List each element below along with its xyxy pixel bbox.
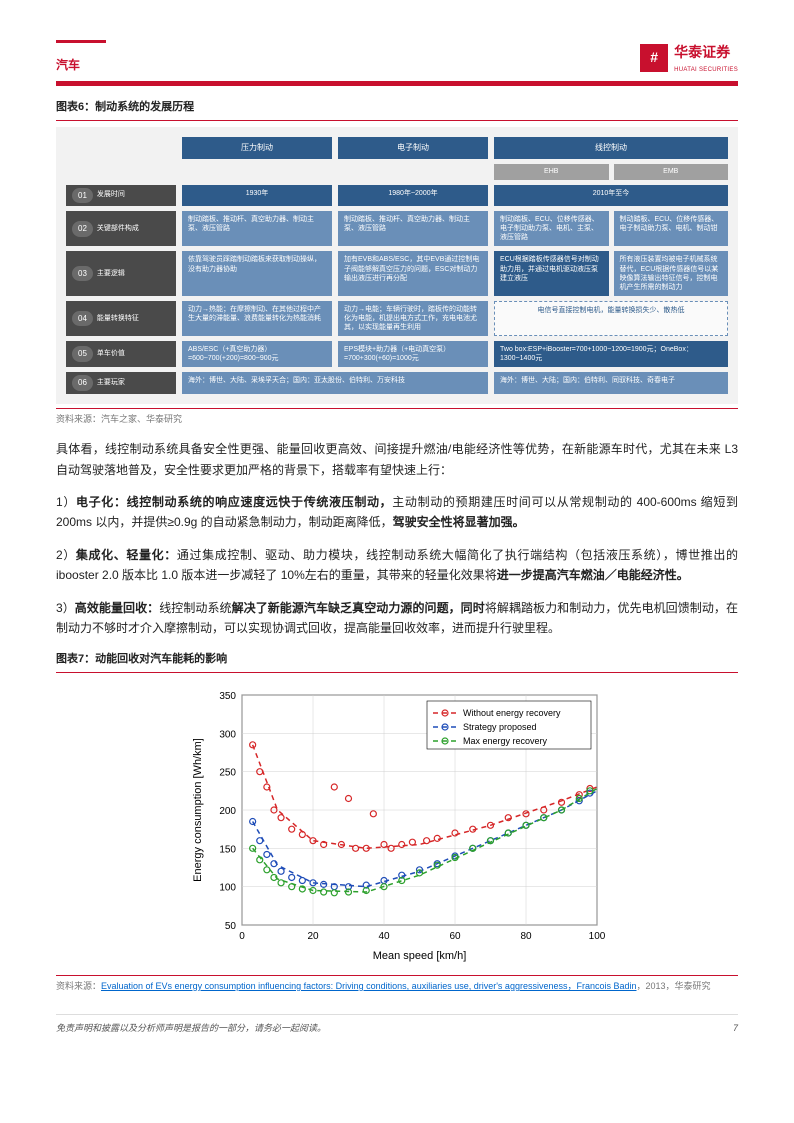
svg-text:Energy consumption [Wh/km]: Energy consumption [Wh/km] <box>192 738 204 882</box>
svg-text:Without energy recovery: Without energy recovery <box>463 708 561 718</box>
logo-cn: 华泰证券 <box>674 41 738 65</box>
table-cell: 1930年 <box>182 185 332 207</box>
fig6-source: 资料来源：汽车之家、华泰研究 <box>56 408 738 427</box>
fig6-sub1: EHB <box>494 164 609 180</box>
table-cell: 加有EVB和ABS/ESC，其中EVB通过控制电子阀能够解真空压力的问题，ESC… <box>338 251 488 295</box>
table-cell: Two box:ESP+iBooster=700+1000~1200=1900元… <box>494 341 728 367</box>
fig7-chart: 0 20 40 60 80 100 50 100 150 200 250 300 350 Mean spe… <box>187 685 607 965</box>
table-cell: 制动踏板、推动杆、真空助力器、制动主泵、液压管路 <box>338 211 488 246</box>
table-cell: 电信号直接控制电机，能量转换损失少、散热低 <box>494 301 728 336</box>
fig6-col2: 电子制动 <box>338 137 488 159</box>
body-p0: 具体看，线控制动系统具备安全性更强、能量回收更高效、间接提升燃油/电能经济性等优… <box>56 439 738 480</box>
table-cell: 所有液压装置均被电子机械系统替代，ECU根据传感器信号以某映像算法输出特征信号，… <box>614 251 729 295</box>
svg-text:Strategy proposed: Strategy proposed <box>463 722 537 732</box>
svg-text:300: 300 <box>219 729 236 740</box>
body-p2: 2）集成化、轻量化：通过集成控制、驱动、助力模块，线控制动系统大幅简化了执行端结… <box>56 545 738 586</box>
svg-text:Max energy recovery: Max energy recovery <box>463 736 548 746</box>
fig6-title: 图表6：制动系统的发展历程 <box>56 98 738 121</box>
svg-text:100: 100 <box>589 931 606 942</box>
header-rule <box>56 81 738 86</box>
body-p1: 1）电子化：线控制动系统的响应速度远快于传统液压制动，主动制动的预期建压时间可以… <box>56 492 738 533</box>
fig6-row1-label: 01发展时间 <box>66 185 176 207</box>
svg-text:0: 0 <box>239 931 245 942</box>
fig6-sub2: EMB <box>614 164 729 180</box>
fig7-source: 资料来源：Evaluation of EVs energy consumptio… <box>56 975 738 994</box>
body-p3: 3）高效能量回收：线控制动系统解决了新能源汽车缺乏真空动力源的问题，同时将解耦踏… <box>56 598 738 639</box>
fig6-row3-label: 03主要逻辑 <box>66 251 176 295</box>
logo-en: HUATAI SECURITIES <box>674 65 738 75</box>
svg-text:50: 50 <box>225 921 237 932</box>
svg-text:Mean speed [km/h]: Mean speed [km/h] <box>373 950 467 962</box>
fig6-table: 压力制动 电子制动 线控制动 EHB EMB 01发展时间 1930年 1980… <box>56 127 738 404</box>
table-cell: 2010年至今 <box>494 185 728 207</box>
fig6-col1: 压力制动 <box>182 137 332 159</box>
svg-text:60: 60 <box>449 931 461 942</box>
table-cell: 制动踏板、ECU、位移传感器、电子制动助力泵、电机、主泵、液压管路 <box>494 211 609 246</box>
svg-text:200: 200 <box>219 806 236 817</box>
svg-text:350: 350 <box>219 691 236 702</box>
table-cell: ABS/ESC（+真空助力器）=600~700(+200)=800~900元 <box>182 341 332 367</box>
fig6-col3: 线控制动 <box>494 137 728 159</box>
fig6-row4-label: 04能量转换特征 <box>66 301 176 336</box>
svg-text:100: 100 <box>219 883 236 894</box>
fig6-row6-label: 06主要玩家 <box>66 372 176 394</box>
logo-icon: # <box>640 44 668 72</box>
svg-text:250: 250 <box>219 768 236 779</box>
footer-disclaimer: 免责声明和披露以及分析师声明是报告的一部分，请务必一起阅读。 <box>56 1021 326 1036</box>
fig6-row2-label: 02关键部件构成 <box>66 211 176 246</box>
logo: # 华泰证券 HUATAI SECURITIES <box>640 41 738 75</box>
table-cell: 1980年~2000年 <box>338 185 488 207</box>
table-cell: 动力→电能；车辆行驶时，踏板传的动能转化为电能，机提出电方式工作，充电电池尤其，… <box>338 301 488 336</box>
fig7-title: 图表7：动能回收对汽车能耗的影响 <box>56 650 738 673</box>
svg-text:80: 80 <box>520 931 532 942</box>
table-cell: 海外：博世、大陆；国内：伯特利、同驭科技、奇春电子 <box>494 372 728 394</box>
svg-text:40: 40 <box>378 931 390 942</box>
table-cell: ECU根据踏板传感器信号对制动助力用，并通过电机驱动液压泵建立液压 <box>494 251 609 295</box>
fig7-source-link[interactable]: Evaluation of EVs energy consumption inf… <box>101 981 636 991</box>
table-cell: 制动踏板、推动杆、真空助力器、制动主泵、液压管路 <box>182 211 332 246</box>
table-cell: 依靠驾驶员踩踏制动踏板来获取制动操纵，没有助力器协助 <box>182 251 332 295</box>
svg-text:20: 20 <box>307 931 319 942</box>
fig6-row5-label: 05单车价值 <box>66 341 176 367</box>
table-cell: EPS模块+助力器（+电动真空泵）=700+300(+60)=1000元 <box>338 341 488 367</box>
page-number: 7 <box>733 1021 738 1036</box>
header-category: 汽车 <box>56 40 106 75</box>
table-cell: 海外：博世、大陆、采埃孚天合；国内：亚太股份、伯特利、万安科技 <box>182 372 488 394</box>
table-cell: 动力→热能；在摩擦制动、在其他过程中产生大量的滞能量、浪费能量转化为热能消耗 <box>182 301 332 336</box>
svg-text:150: 150 <box>219 844 236 855</box>
table-cell: 制动踏板、ECU、位移传感器、电子制动助力泵、电机、制动钳 <box>614 211 729 246</box>
